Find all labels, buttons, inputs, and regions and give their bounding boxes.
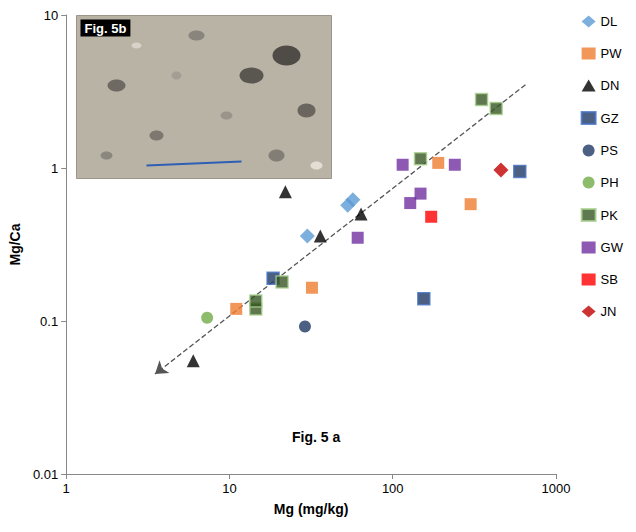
svg-text:10: 10 — [44, 8, 58, 23]
svg-text:0.1: 0.1 — [40, 314, 58, 329]
svg-text:Fig. 5b: Fig. 5b — [85, 21, 127, 36]
svg-text:PS: PS — [601, 143, 619, 158]
svg-text:Fig. 5 a: Fig. 5 a — [292, 429, 340, 445]
svg-text:PK: PK — [601, 208, 619, 223]
svg-text:10: 10 — [222, 481, 236, 496]
svg-text:DL: DL — [601, 14, 618, 29]
svg-text:Mg/Ca: Mg/Ca — [7, 223, 23, 265]
svg-text:PW: PW — [601, 46, 623, 61]
svg-text:SB: SB — [601, 272, 618, 287]
svg-text:JN: JN — [601, 304, 617, 319]
svg-text:0.01: 0.01 — [33, 467, 58, 482]
svg-text:1000: 1000 — [542, 481, 571, 496]
svg-text:1: 1 — [63, 481, 70, 496]
svg-text:100: 100 — [382, 481, 404, 496]
svg-text:DN: DN — [601, 78, 620, 93]
svg-text:Mg (mg/kg): Mg (mg/kg) — [274, 501, 349, 517]
svg-text:GZ: GZ — [601, 111, 619, 126]
svg-text:GW: GW — [601, 240, 624, 255]
svg-text:1: 1 — [51, 161, 58, 176]
svg-text:PH: PH — [601, 175, 619, 190]
